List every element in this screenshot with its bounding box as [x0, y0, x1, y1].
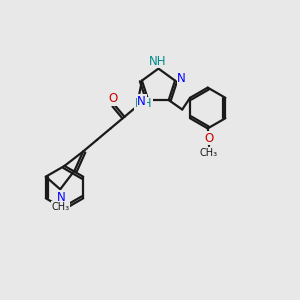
Text: O: O [204, 131, 214, 145]
Text: N: N [56, 191, 65, 204]
Text: O: O [109, 92, 118, 105]
Text: CH₃: CH₃ [200, 148, 218, 158]
Text: NH: NH [149, 55, 166, 68]
Text: CH₃: CH₃ [52, 202, 70, 212]
Text: NH: NH [134, 97, 152, 110]
Text: N: N [137, 95, 146, 108]
Text: N: N [177, 72, 186, 85]
